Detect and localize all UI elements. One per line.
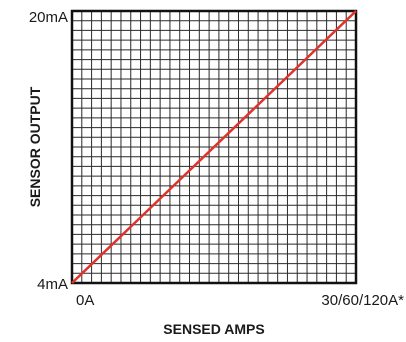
series-line — [71, 10, 357, 284]
grid — [72, 11, 356, 283]
y-tick-label-top: 20mA — [29, 9, 68, 26]
y-axis-label: SENSOR OUTPUT — [27, 86, 43, 207]
x-tick-label-right: 30/60/120A* — [321, 292, 404, 309]
plot-frame — [70, 9, 358, 285]
y-tick-label-bottom: 4mA — [37, 276, 68, 293]
x-tick-label-left: 0A — [76, 292, 94, 309]
x-axis-label: SENSED AMPS — [163, 321, 264, 337]
